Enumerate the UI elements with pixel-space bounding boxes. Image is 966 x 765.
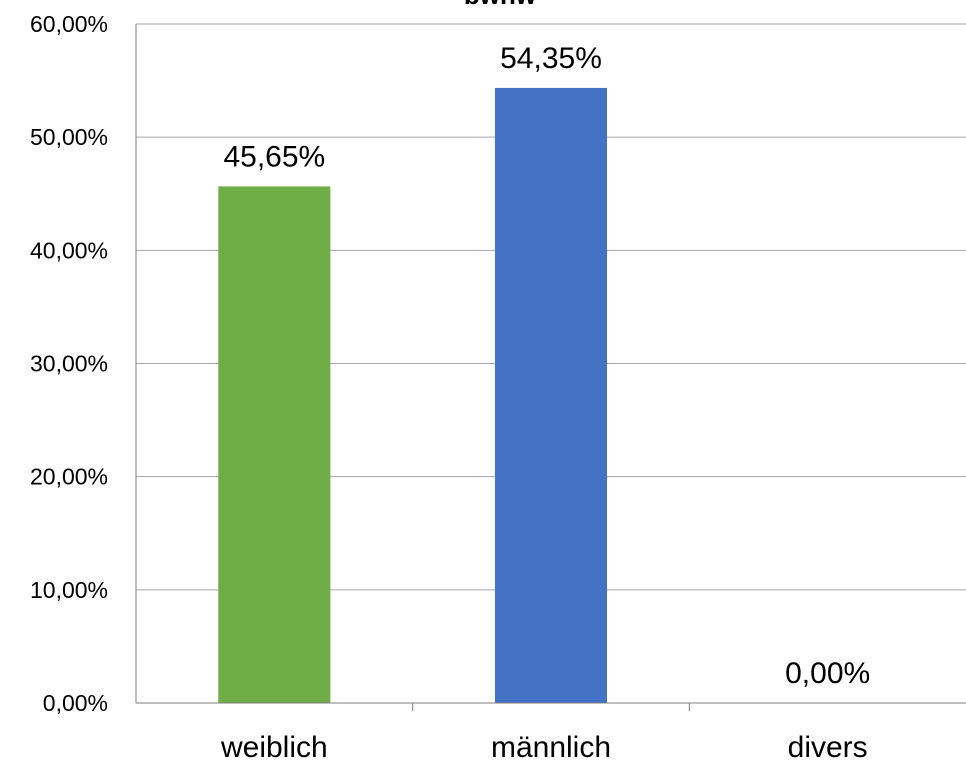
y-tick-label: 10,00%	[30, 577, 108, 603]
data-label: 45,65%	[223, 140, 325, 173]
data-label: 0,00%	[785, 657, 870, 690]
data-label: 54,35%	[500, 42, 602, 75]
y-tick-label: 60,00%	[30, 11, 108, 37]
data-labels: 45,65% 54,35% 0,00%	[223, 42, 870, 690]
y-tick-label: 30,00%	[30, 351, 108, 377]
y-axis-tick-labels: 0,00% 10,00% 20,00% 30,00% 40,00% 50,00% 60,00…	[30, 11, 108, 716]
x-axis: weiblich männlich divers	[135, 24, 966, 764]
chart-title: bwnw	[464, 0, 537, 10]
y-tick-label: 40,00%	[30, 237, 108, 263]
x-category-label: männlich	[491, 731, 611, 764]
bars	[218, 87, 608, 704]
y-tick-label: 20,00%	[30, 464, 108, 490]
y-tick-label: 50,00%	[30, 124, 108, 150]
x-category-label: divers	[788, 731, 868, 764]
bar-1	[494, 87, 608, 704]
y-tick-label: 0,00%	[43, 690, 108, 716]
bar-0	[218, 186, 331, 703]
x-category-label: weiblich	[220, 731, 328, 764]
